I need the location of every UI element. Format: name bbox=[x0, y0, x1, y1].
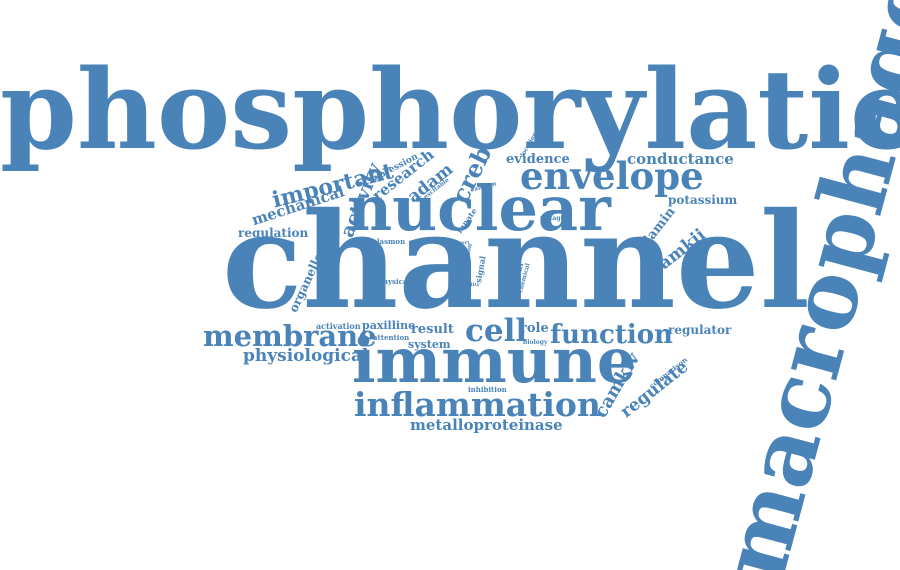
word-regulator: regulator bbox=[668, 323, 732, 337]
word-nuclear: nuclear bbox=[347, 172, 611, 245]
word-system: system bbox=[408, 338, 451, 351]
word-metalloproteinase: metalloproteinase bbox=[410, 416, 563, 434]
word-biology: biology bbox=[523, 339, 548, 346]
word-paxilline: paxilline bbox=[362, 319, 416, 332]
word-phosphorylation: phosphorylation bbox=[0, 45, 900, 174]
word-physical: physical bbox=[378, 277, 411, 286]
word-inhibition: inhibition bbox=[468, 385, 507, 394]
word-ability: ability bbox=[462, 282, 480, 288]
word-time: time bbox=[488, 238, 501, 244]
word-membrane: membrane bbox=[203, 319, 377, 353]
word-novel: novel bbox=[506, 239, 521, 245]
word-function: function bbox=[550, 320, 673, 350]
word-report: report bbox=[452, 240, 470, 246]
word-cell: cell bbox=[465, 313, 528, 349]
word-inflammation: inflammation bbox=[354, 385, 601, 424]
word-result: result bbox=[411, 322, 454, 337]
word-potassium: potassium bbox=[668, 193, 738, 207]
word-conductance: conductance bbox=[627, 150, 734, 168]
word-plasmon: plasmon bbox=[372, 237, 406, 246]
word-immune: immune bbox=[352, 324, 637, 397]
word-physiological: physiological bbox=[243, 346, 369, 366]
word-role: role bbox=[520, 321, 549, 336]
word-voltage: voltage bbox=[540, 215, 565, 222]
word-regulation: regulation bbox=[238, 226, 309, 240]
word-envelope: envelope bbox=[520, 154, 704, 198]
word-channel: channel bbox=[222, 184, 810, 339]
word-activation: activation bbox=[316, 321, 361, 331]
word-evidence: evidence bbox=[506, 152, 570, 167]
word-attention: attention bbox=[373, 333, 410, 342]
